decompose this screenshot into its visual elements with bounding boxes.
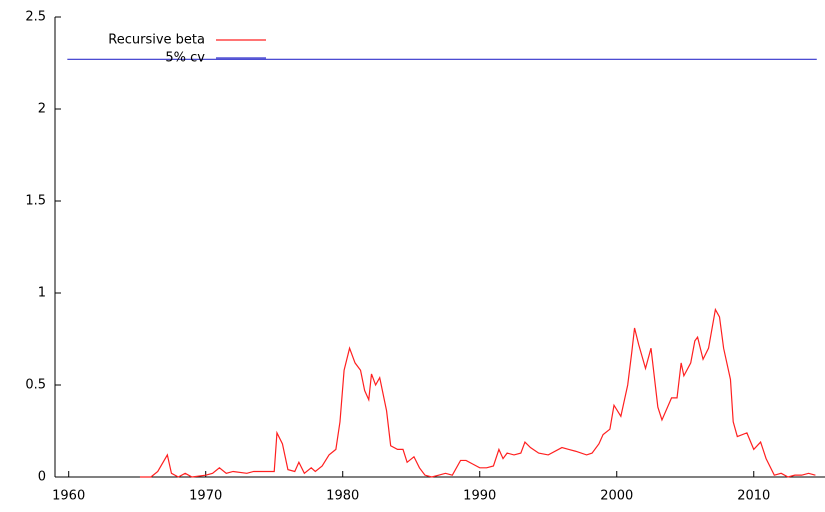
series-line xyxy=(139,307,816,478)
x-tick-label: 2010 xyxy=(737,489,770,504)
y-tick-label: 0 xyxy=(38,470,46,485)
y-tick-label: 2.5 xyxy=(25,10,46,25)
legend-label: 5% cv xyxy=(165,51,205,66)
x-tick-label: 1970 xyxy=(189,489,222,504)
x-tick-label: 1960 xyxy=(52,489,85,504)
y-tick-label: 1.5 xyxy=(25,194,46,209)
y-tick-label: 2 xyxy=(38,102,46,117)
x-tick-label: 2000 xyxy=(600,489,633,504)
y-tick-label: 1 xyxy=(38,286,46,301)
legend-label: Recursive beta xyxy=(108,33,205,48)
y-tick-label: 0.5 xyxy=(25,378,46,393)
x-tick-label: 1990 xyxy=(463,489,496,504)
x-tick-label: 1980 xyxy=(326,489,359,504)
